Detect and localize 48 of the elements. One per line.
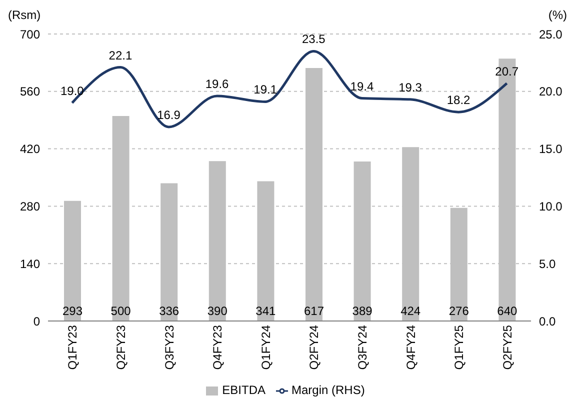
x-tick-label: Q1FY23 bbox=[66, 324, 80, 370]
x-tick-label: Q1FY25 bbox=[452, 324, 466, 370]
data-label: 500 bbox=[110, 304, 132, 318]
data-label: 16.9 bbox=[157, 108, 181, 122]
data-label: 424 bbox=[400, 304, 421, 318]
data-label: 23.5 bbox=[302, 32, 326, 46]
x-tick-label: Q2FY24 bbox=[307, 324, 322, 370]
data-label: 18.2 bbox=[446, 93, 471, 108]
data-label: 341 bbox=[256, 304, 276, 318]
y2-tick-label: 25.0 bbox=[539, 27, 563, 42]
y-tick-label: 280 bbox=[20, 199, 40, 214]
data-label: 390 bbox=[207, 304, 228, 318]
y2-tick-label: 15.0 bbox=[539, 142, 563, 156]
data-label: 19.6 bbox=[205, 76, 230, 91]
data-label: 336 bbox=[159, 304, 180, 318]
x-tick-label: Q3FY24 bbox=[355, 324, 370, 370]
data-label: 20.7 bbox=[495, 64, 519, 78]
y2-tick-label: 10.0 bbox=[539, 199, 563, 214]
y2-tick-label: 20.0 bbox=[539, 84, 563, 99]
legend-label: Margin (RHS) bbox=[292, 383, 365, 397]
x-tick-label: Q3FY23 bbox=[162, 324, 176, 370]
data-label: 19.1 bbox=[254, 82, 278, 97]
y2-tick-label: 0.0 bbox=[539, 314, 556, 328]
y-tick-label: 560 bbox=[20, 84, 40, 99]
x-tick-label: Q2FY25 bbox=[500, 324, 514, 370]
x-tick-label: Q4FY23 bbox=[210, 324, 225, 370]
data-label: 19.0 bbox=[60, 84, 84, 98]
data-label: 19.4 bbox=[350, 79, 374, 94]
y-axis-title: (Rsm) bbox=[8, 8, 41, 22]
y-tick-label: 140 bbox=[20, 256, 40, 271]
x-tick-label: Q4FY24 bbox=[404, 324, 418, 370]
data-label: 389 bbox=[352, 304, 373, 318]
x-tick-label: Q1FY24 bbox=[258, 324, 273, 370]
legend-label: EBITDA bbox=[222, 383, 266, 397]
y-tick-label: 700 bbox=[20, 27, 40, 42]
data-label: 617 bbox=[304, 304, 324, 318]
y-tick-label: 0 bbox=[33, 314, 40, 328]
y-tick-label: 420 bbox=[20, 142, 40, 156]
y2-axis-title: (%) bbox=[548, 8, 567, 22]
y2-tick-label: 5.0 bbox=[539, 256, 556, 271]
data-label: 19.3 bbox=[398, 80, 422, 94]
data-label: 276 bbox=[448, 304, 470, 318]
bar bbox=[208, 161, 226, 321]
data-label: 640 bbox=[497, 304, 518, 318]
x-tick-label: Q2FY23 bbox=[114, 324, 128, 370]
data-label: 293 bbox=[62, 304, 83, 318]
bar bbox=[257, 181, 274, 321]
data-label: 22.1 bbox=[108, 48, 132, 62]
